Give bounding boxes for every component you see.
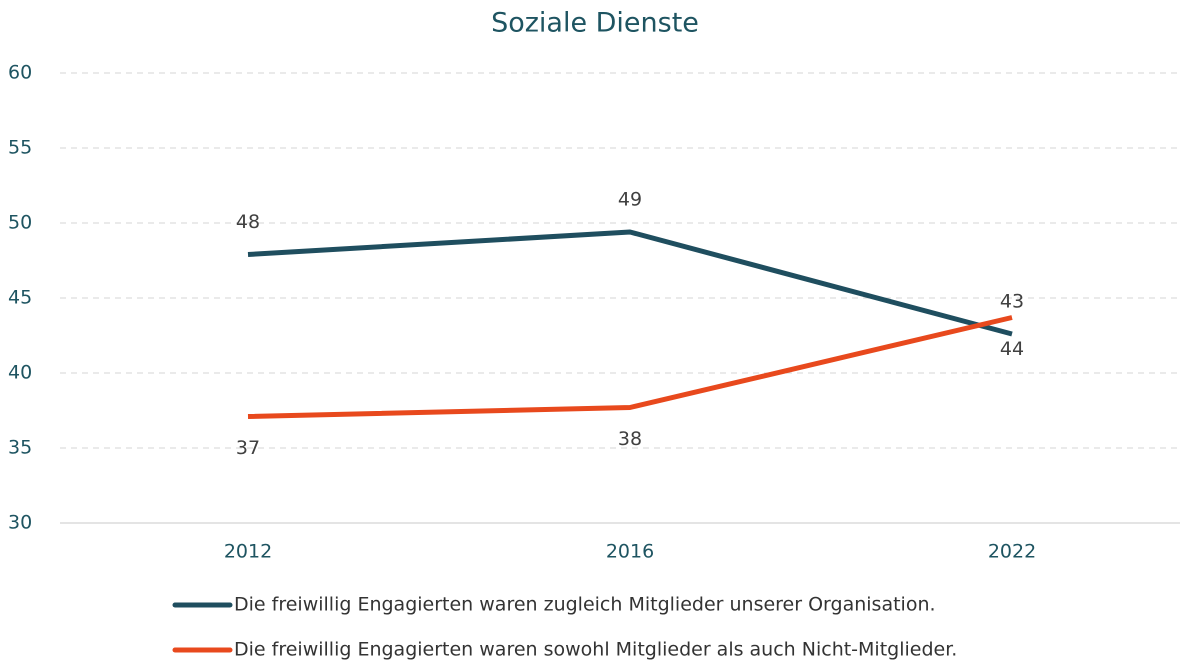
series-line [247,229,1013,337]
y-tick-label: 55 [8,137,32,159]
data-label: 44 [1000,338,1024,360]
y-tick-label: 40 [8,362,32,384]
y-tick-label: 30 [8,512,32,534]
x-tick-label: 2012 [224,541,272,563]
data-label: 49 [618,189,642,211]
data-label: 43 [1000,291,1024,313]
legend-label: Die freiwillig Engagierten waren sowohl … [234,639,957,661]
data-label: 37 [236,437,260,459]
legend-label: Die freiwillig Engagierten waren zugleic… [234,594,936,616]
y-tick-label: 60 [8,62,32,84]
x-tick-label: 2022 [988,541,1036,563]
y-tick-label: 35 [8,437,32,459]
data-label: 48 [236,211,260,233]
data-label: 38 [618,428,642,450]
chart-title: Soziale Dienste [491,8,699,39]
x-tick-label: 2016 [606,541,654,563]
y-tick-label: 45 [8,287,32,309]
y-tick-label: 50 [8,212,32,234]
series-line [247,315,1013,419]
